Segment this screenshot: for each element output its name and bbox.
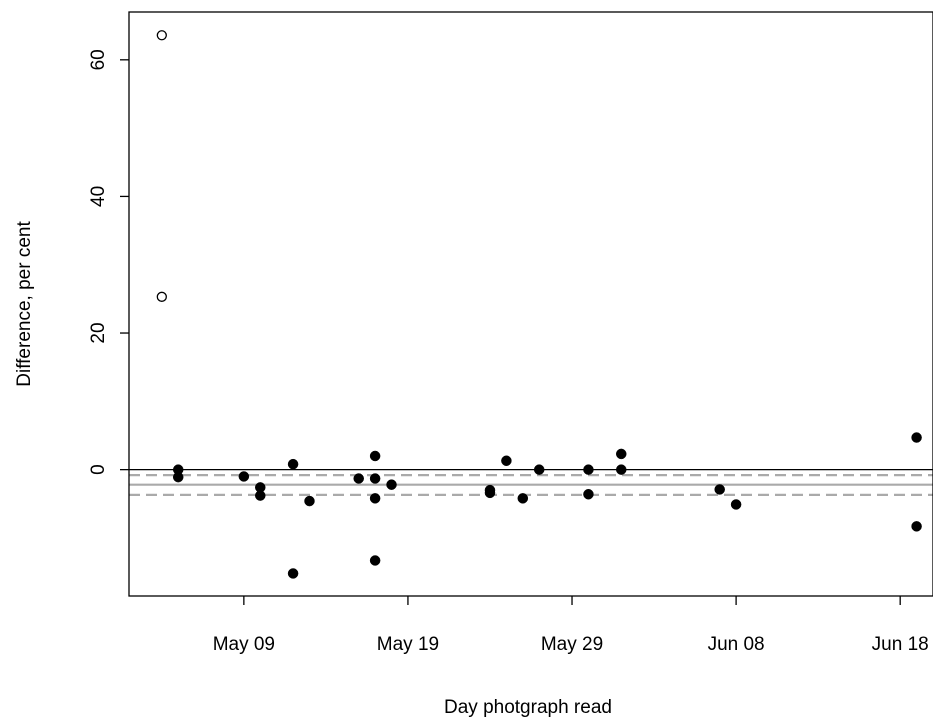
filled-point xyxy=(517,493,529,504)
x-tick-label: Jun 18 xyxy=(872,634,929,655)
filled-point xyxy=(484,487,496,499)
data-points xyxy=(156,30,922,579)
filled-point xyxy=(304,495,315,507)
open-point xyxy=(156,291,167,302)
filled-point xyxy=(369,473,381,484)
plot-frame xyxy=(128,11,933,597)
filled-point xyxy=(501,455,512,467)
filled-point xyxy=(369,450,381,462)
x-tick-label: May 29 xyxy=(541,634,603,655)
filled-point xyxy=(714,484,725,495)
filled-point xyxy=(615,448,627,460)
filled-point xyxy=(615,464,627,475)
y-axis: 0 20 40 60 xyxy=(88,49,129,475)
filled-point xyxy=(353,473,364,484)
filled-point xyxy=(255,490,266,501)
y-axis-title: Difference, per cent xyxy=(14,221,35,387)
x-tick-label: May 09 xyxy=(213,634,275,655)
reference-lines xyxy=(129,468,933,497)
x-axis-title: Day photgraph read xyxy=(444,697,612,718)
filled-point xyxy=(533,464,545,475)
x-tick-label: Jun 08 xyxy=(708,634,765,655)
y-tick-label: 60 xyxy=(88,49,109,70)
open-point xyxy=(156,30,167,41)
y-tick-label: 40 xyxy=(88,186,109,207)
filled-point xyxy=(172,471,184,483)
filled-point xyxy=(911,432,922,443)
filled-point xyxy=(287,568,299,579)
filled-point xyxy=(583,488,594,500)
filled-point xyxy=(238,471,250,482)
y-tick-label: 20 xyxy=(88,322,109,343)
filled-point xyxy=(369,555,381,566)
filled-point xyxy=(287,458,299,470)
filled-point xyxy=(911,521,922,532)
filled-point xyxy=(386,479,397,490)
filled-point xyxy=(583,464,594,475)
filled-point xyxy=(369,493,381,504)
x-axis: May 09 May 19 May 29 Jun 08 Jun 18 xyxy=(213,596,929,655)
filled-point xyxy=(730,499,742,510)
x-tick-label: May 19 xyxy=(377,634,439,655)
y-tick-label: 0 xyxy=(88,464,109,475)
